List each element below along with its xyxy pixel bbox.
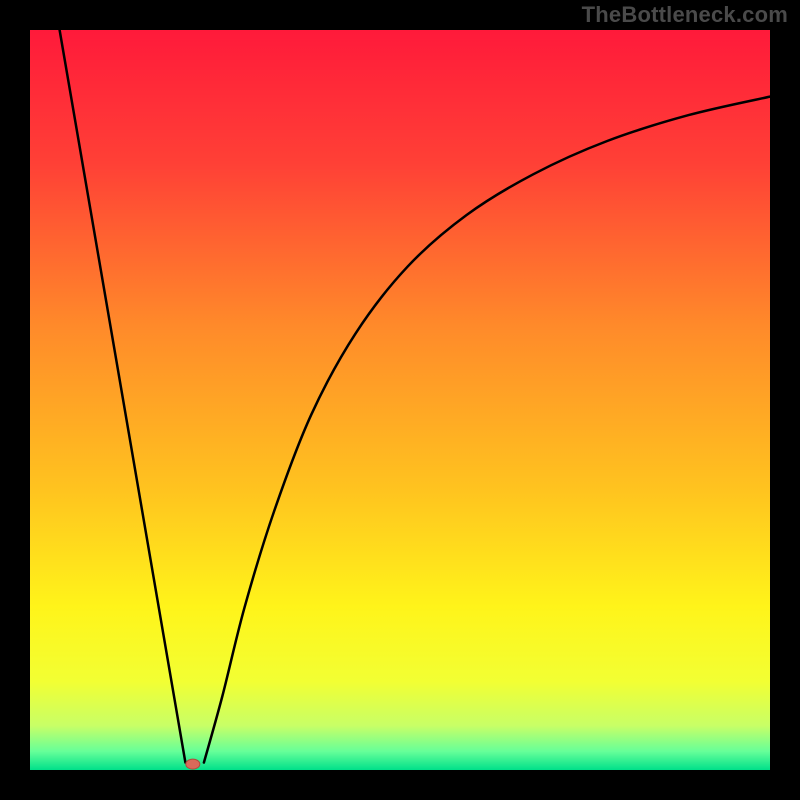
watermark-text: TheBottleneck.com — [582, 2, 788, 28]
bottleneck-chart — [0, 0, 800, 800]
plot-gradient-background — [30, 30, 770, 770]
optimal-point-marker — [186, 759, 200, 769]
chart-wrapper: TheBottleneck.com — [0, 0, 800, 800]
